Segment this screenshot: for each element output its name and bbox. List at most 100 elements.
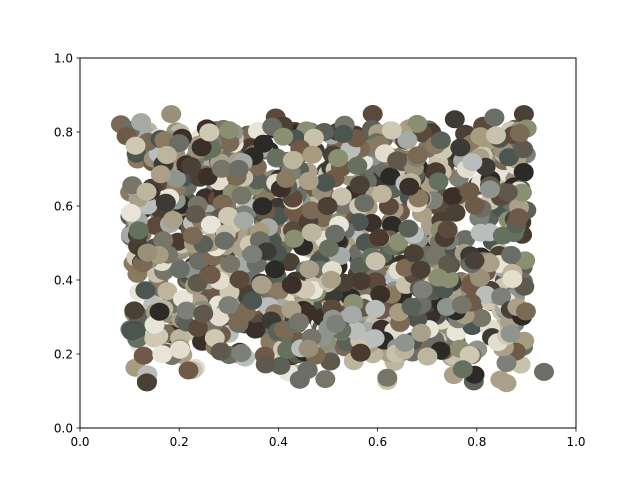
scatter-point [121, 322, 142, 341]
scatter-point [156, 146, 177, 164]
scatter-point [490, 370, 511, 389]
scatter-point [251, 275, 272, 294]
y-tick-label: 1.0 [54, 52, 73, 66]
scatter-point [231, 344, 252, 362]
scatter-point [369, 228, 390, 247]
scatter-point [388, 233, 409, 252]
scatter-point [301, 201, 322, 220]
scatter-point [511, 183, 532, 202]
scatter-point [459, 346, 480, 364]
scatter-point [169, 340, 190, 359]
scatter-point [331, 187, 352, 206]
scatter-point [233, 211, 254, 230]
scatter-point [492, 226, 513, 245]
scatter-point [325, 224, 346, 243]
scatter-point [318, 239, 339, 258]
scatter-point [345, 321, 366, 340]
scatter-point [471, 309, 492, 327]
scatter-point [152, 345, 173, 364]
scatter-point [214, 231, 235, 250]
scatter-point [276, 169, 297, 188]
scatter-point [509, 124, 530, 143]
y-tick-label: 0.2 [54, 348, 73, 362]
scatter-point [500, 324, 521, 343]
scatter-point [315, 173, 336, 192]
scatter-point [508, 208, 529, 227]
scatter-point [399, 177, 420, 196]
scatter-point [193, 304, 214, 323]
scatter-point [169, 134, 190, 153]
scatter-point [350, 343, 371, 362]
scatter-point [297, 360, 318, 379]
scatter-point [459, 182, 480, 201]
scatter-point [362, 105, 383, 123]
scatter-point [166, 169, 186, 188]
scatter-point [407, 146, 428, 165]
scatter-point [218, 296, 239, 315]
scatter-point [219, 134, 240, 153]
scatter-point [167, 232, 188, 251]
scatter-point [381, 121, 402, 140]
scatter-point [273, 127, 294, 146]
scatter-point [430, 131, 451, 150]
y-axis: 0.0 0.2 0.4 0.6 0.8 1.0 [54, 52, 80, 436]
scatter-point [299, 260, 320, 279]
scatter-point [315, 370, 336, 389]
scatter-point [382, 216, 403, 234]
scatter-point [380, 167, 401, 186]
scatter-point [252, 197, 273, 216]
scatter-point [253, 134, 274, 153]
scatter-point [181, 157, 201, 176]
scatter-point [407, 114, 428, 133]
scatter-point [136, 373, 157, 392]
x-tick-label: 0.2 [170, 435, 189, 449]
y-tick-label: 0.4 [54, 274, 73, 288]
scatter-point [121, 203, 141, 222]
scatter-point [394, 333, 415, 352]
scatter-point [513, 105, 534, 124]
scatter-point [136, 182, 157, 201]
x-tick-label: 1.0 [566, 435, 585, 449]
scatter-point [455, 230, 476, 249]
scatter-point [446, 323, 467, 342]
scatter-point [228, 159, 249, 178]
scatter-point [444, 110, 465, 129]
scatter-point [317, 197, 338, 215]
scatter-point [534, 362, 554, 381]
scatter-points [110, 105, 554, 393]
scatter-point [298, 339, 319, 358]
scatter-point [289, 312, 310, 331]
scatter-point [149, 302, 170, 321]
scatter-point [169, 260, 190, 279]
y-tick-label: 0.0 [54, 422, 73, 436]
scatter-point [266, 148, 287, 167]
scatter-point [220, 254, 241, 273]
y-tick-label: 0.8 [54, 126, 73, 140]
x-tick-label: 0.4 [269, 435, 288, 449]
scatter-point [282, 151, 303, 170]
scatter-point [438, 255, 459, 274]
scatter-point [270, 356, 291, 375]
scatter-point [470, 268, 490, 287]
scatter-point [462, 153, 483, 172]
scatter-point [231, 186, 252, 205]
scatter-point [411, 323, 432, 342]
scatter-point [128, 221, 149, 240]
scatter-point [200, 215, 221, 234]
scatter-point [125, 136, 146, 155]
scatter-point [464, 196, 485, 215]
scatter-point [255, 355, 276, 374]
scatter-point [210, 342, 231, 361]
scatter-point [451, 295, 472, 314]
scatter-point [135, 281, 156, 300]
scatter-point [502, 270, 523, 288]
scatter-point [301, 223, 322, 242]
scatter-point [153, 231, 174, 250]
scatter-point [124, 301, 145, 320]
scatter-point [347, 156, 368, 175]
scatter-point [281, 275, 302, 294]
scatter-point [395, 258, 416, 277]
scatter-point [303, 128, 324, 147]
scatter-point [364, 329, 385, 348]
